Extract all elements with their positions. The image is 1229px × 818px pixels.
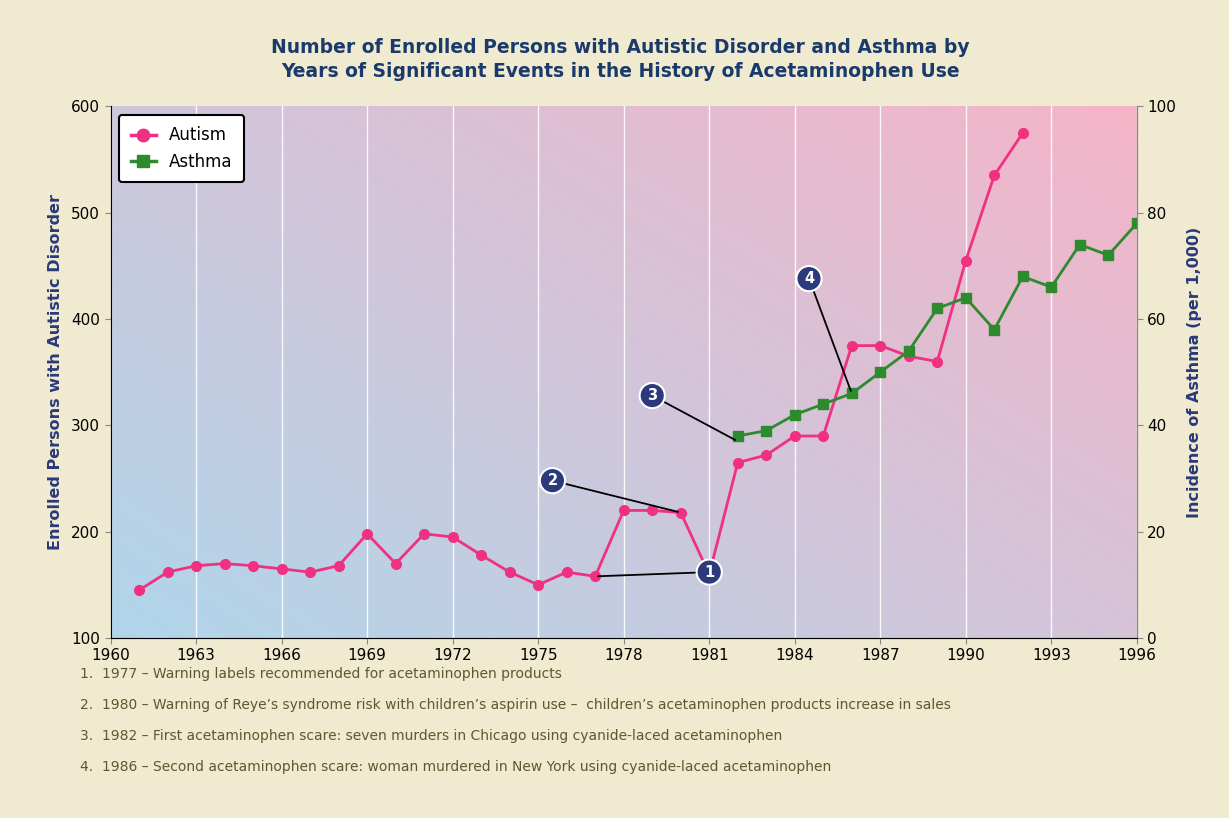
Y-axis label: Incidence of Asthma (per 1,000): Incidence of Asthma (per 1,000) (1187, 227, 1202, 518)
Text: 1: 1 (704, 564, 714, 580)
Text: 4.  1986 – Second acetaminophen scare: woman murdered in New York using cyanide-: 4. 1986 – Second acetaminophen scare: wo… (80, 760, 831, 774)
Text: 2.  1980 – Warning of Reye’s syndrome risk with children’s aspirin use –  childr: 2. 1980 – Warning of Reye’s syndrome ris… (80, 698, 951, 712)
Text: 1.  1977 – Warning labels recommended for acetaminophen products: 1. 1977 – Warning labels recommended for… (80, 667, 562, 681)
Text: Years of Significant Events in the History of Acetaminophen Use: Years of Significant Events in the Histo… (281, 61, 960, 81)
Text: Number of Enrolled Persons with Autistic Disorder and Asthma by: Number of Enrolled Persons with Autistic… (272, 38, 970, 57)
Legend: Autism, Asthma: Autism, Asthma (119, 115, 245, 182)
Text: 2: 2 (547, 473, 558, 488)
Y-axis label: Enrolled Persons with Autistic Disorder: Enrolled Persons with Autistic Disorder (48, 194, 63, 551)
Text: 4: 4 (804, 271, 814, 286)
Text: 3: 3 (648, 388, 658, 403)
Text: 3.  1982 – First acetaminophen scare: seven murders in Chicago using cyanide-lac: 3. 1982 – First acetaminophen scare: sev… (80, 729, 782, 743)
